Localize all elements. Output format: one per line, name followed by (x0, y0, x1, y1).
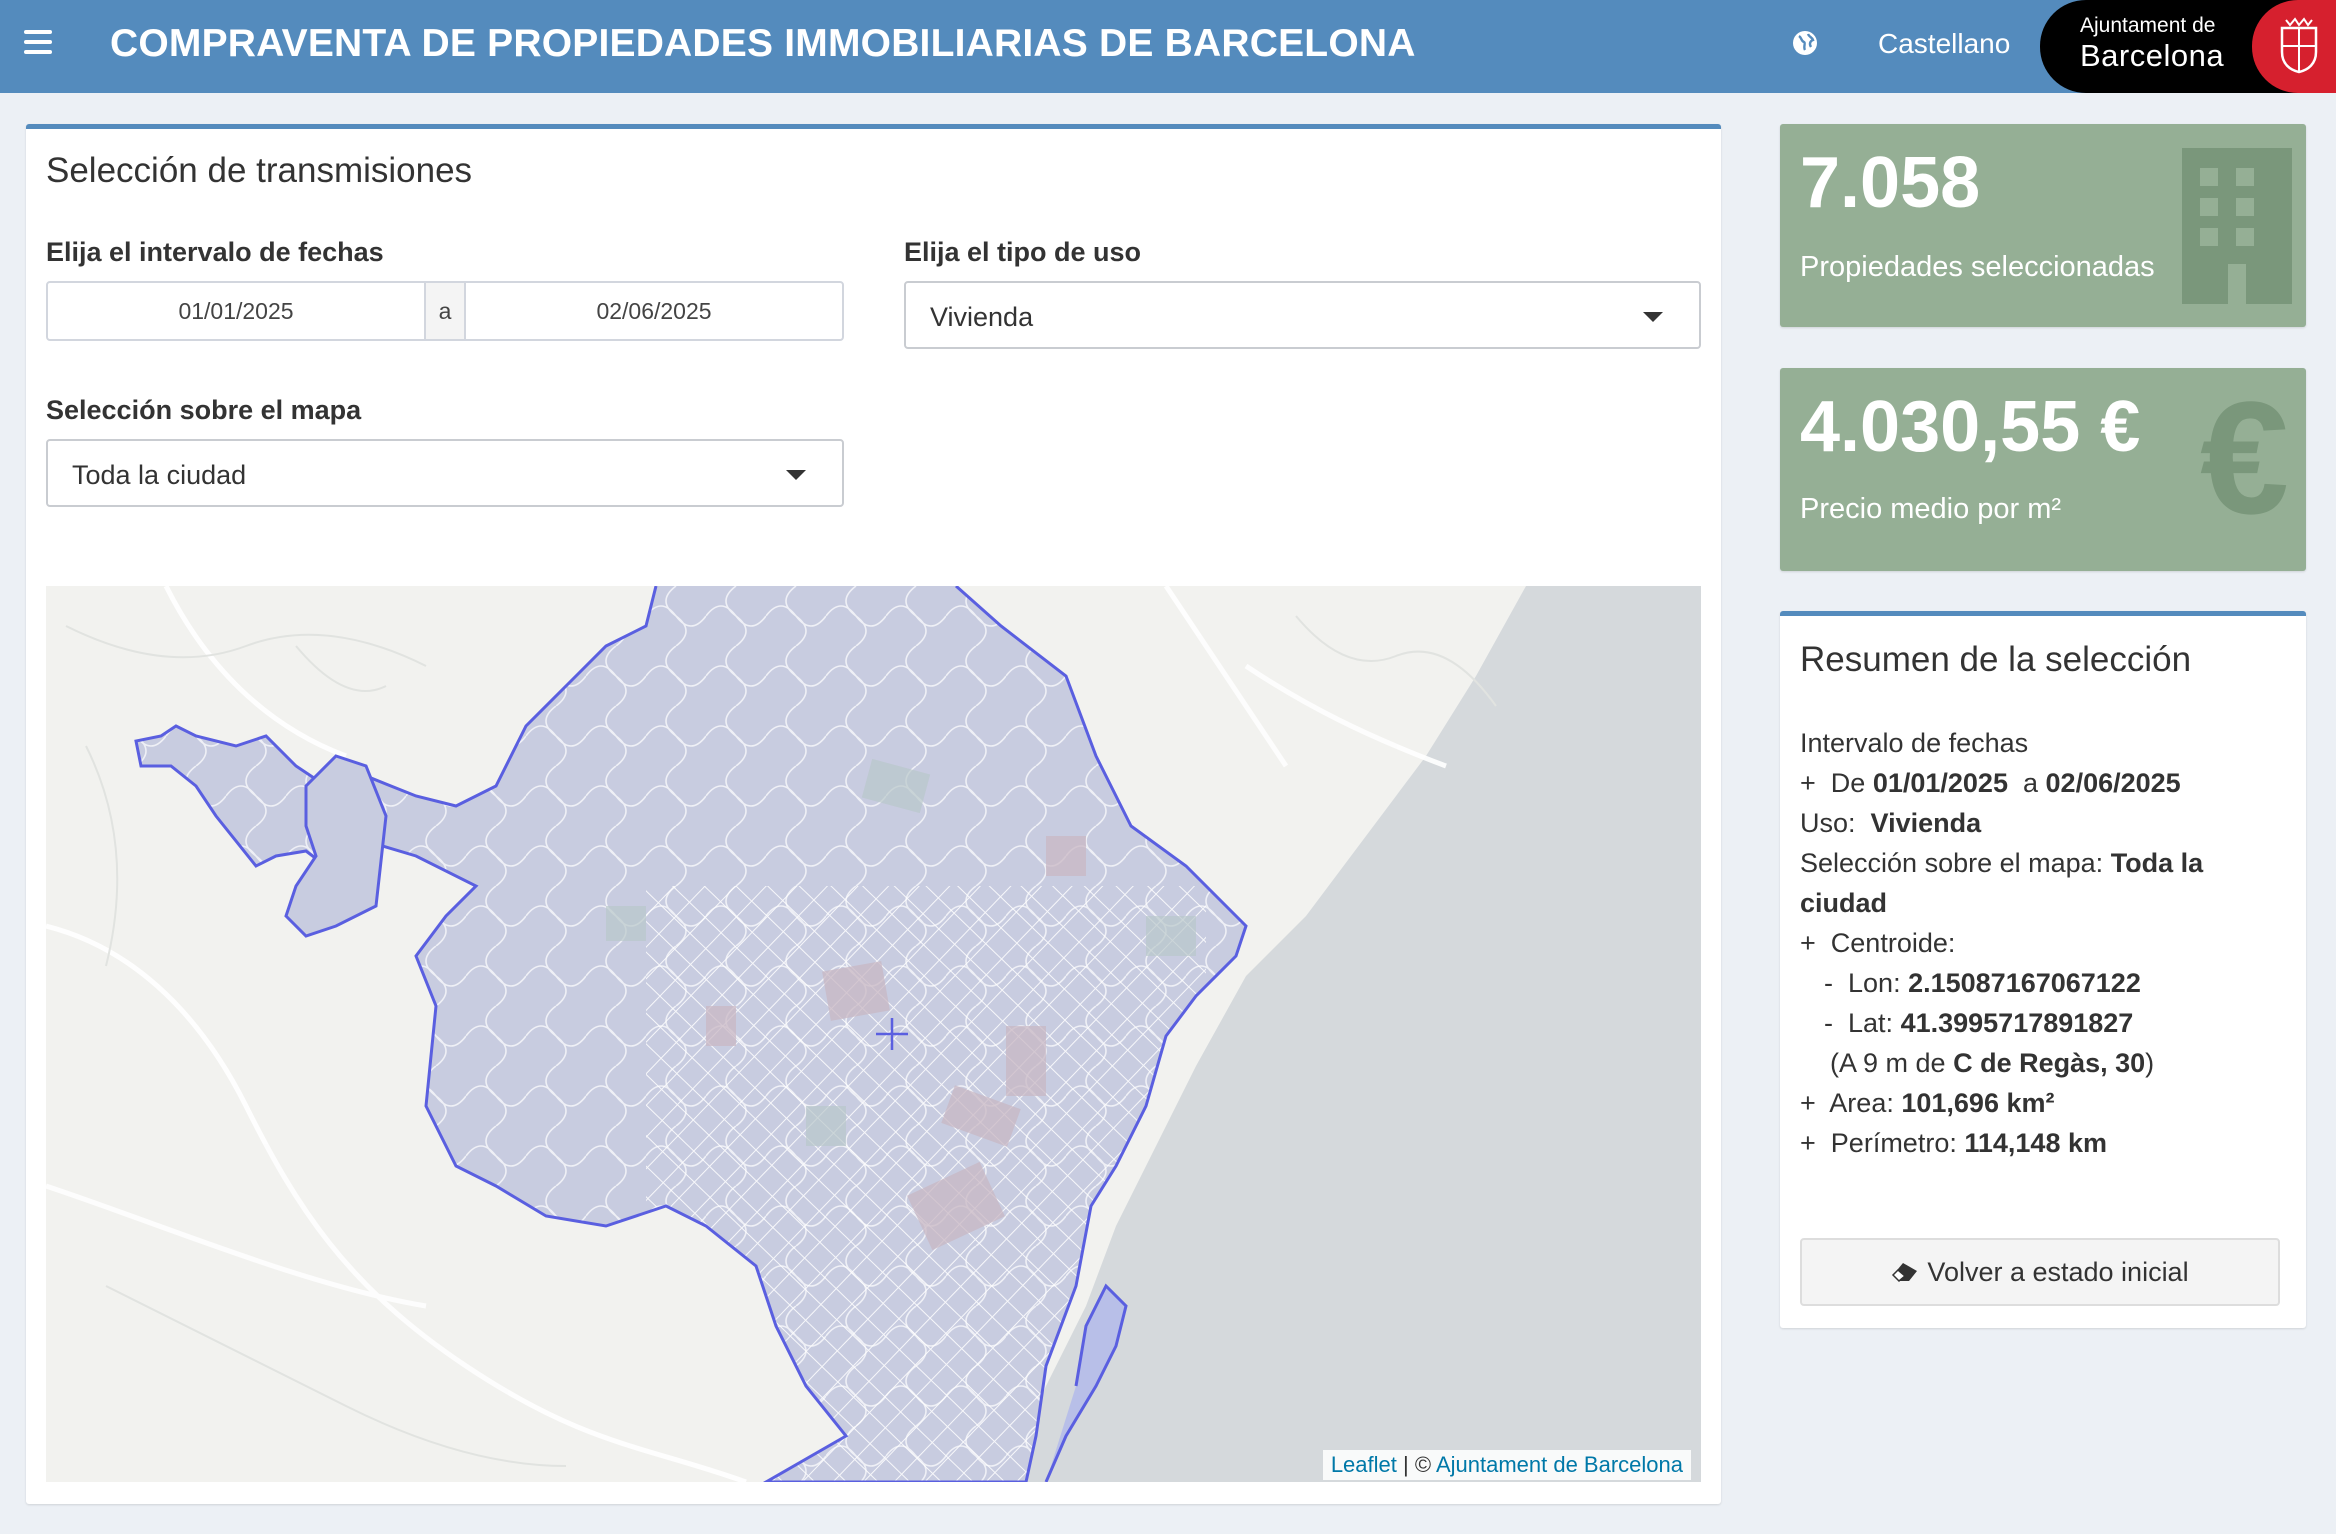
date-range-label: Elija el intervalo de fechas (46, 237, 384, 267)
minus-marker: - (1824, 1008, 1833, 1038)
lon-value: 2.15087167067122 (1908, 968, 2141, 998)
properties-count-label: Propiedades seleccionadas (1800, 251, 2155, 283)
uso-row: Uso: Vivienda (1800, 803, 2290, 843)
uso-label: Uso: (1800, 808, 1856, 838)
near-suffix: ) (2145, 1048, 2155, 1078)
plus-marker: + (1800, 1128, 1816, 1158)
perimeter-row: + Perímetro: 114,148 km (1800, 1123, 2290, 1163)
attribution-separator: | © (1396, 1452, 1436, 1477)
map-selection-value: Toda la ciudad (72, 460, 247, 490)
perimeter-value: 114,148 km (1964, 1128, 2107, 1158)
plus-marker: + (1800, 928, 1816, 958)
average-price-label: Precio medio por m² (1800, 493, 2062, 525)
map-view[interactable]: Leaflet | © Ajuntament de Barcelona (46, 586, 1701, 1482)
area-label: Area: (1829, 1088, 1894, 1118)
map-selection-select[interactable]: Toda la ciudad (46, 439, 844, 507)
date-from-input[interactable]: 01/01/2025 (178, 297, 294, 324)
map-canvas[interactable] (46, 586, 1701, 1482)
use-type-select[interactable]: Vivienda (904, 281, 1701, 349)
summary-title: Resumen de la selección (1800, 640, 2192, 679)
leaflet-link[interactable]: Leaflet (1330, 1452, 1397, 1477)
logo-line-1: Ajuntament de (2080, 14, 2216, 37)
centroid-label: Centroide: (1830, 928, 1956, 958)
map-selection-row: Selección sobre el mapa: Toda la ciudad (1800, 843, 2290, 923)
date-separator: a (424, 283, 466, 339)
lon-label: Lon: (1848, 968, 1901, 998)
chevron-down-icon (786, 470, 806, 480)
barcelona-shield-icon (2252, 0, 2336, 93)
date-range-input: 01/01/2025 a 02/06/2025 (46, 281, 844, 341)
use-type-value: Vivienda (930, 302, 1034, 332)
ajuntament-logo: Ajuntament de Barcelona (2040, 0, 2336, 93)
selection-summary-panel: Resumen de la selección Intervalo de fec… (1780, 611, 2306, 1328)
eraser-icon (1892, 1263, 1918, 1283)
language-selector[interactable]: Castellano (1878, 28, 2011, 59)
summary-date-from: 01/01/2025 (1872, 768, 2008, 798)
average-price-value: 4.030,55 € (1800, 387, 2141, 467)
chevron-down-icon (1643, 312, 1663, 322)
summary-date-to: 02/06/2025 (2045, 768, 2181, 798)
lon-row: - Lon: 2.15087167067122 (1800, 963, 2290, 1003)
globe-icon[interactable] (1790, 28, 1820, 58)
euro-icon: € (2200, 368, 2289, 547)
app-title: COMPRAVENTA DE PROPIEDADES IMMOBILIARIAS… (110, 22, 1416, 65)
lat-value: 41.3995717891827 (1900, 1008, 2134, 1038)
average-price-box: € 4.030,55 € Precio medio por m² (1780, 368, 2306, 571)
logo-line-2: Barcelona (2080, 38, 2225, 73)
properties-count-box: 7.058 Propiedades seleccionadas (1780, 124, 2306, 327)
ajuntament-link[interactable]: Ajuntament de Barcelona (1435, 1452, 1683, 1477)
near-prefix: (A 9 m de (1830, 1048, 1946, 1078)
area-row: + Area: 101,696 km² (1800, 1083, 2290, 1123)
use-type-label: Elija el tipo de uso (904, 237, 1142, 267)
top-bar: COMPRAVENTA DE PROPIEDADES IMMOBILIARIAS… (0, 0, 2336, 93)
reset-button-label: Volver a estado inicial (1927, 1256, 2189, 1287)
panel-title: Selección de transmisiones (46, 151, 473, 190)
a-label: a (2022, 768, 2039, 798)
interval-label: Intervalo de fechas (1800, 728, 2029, 758)
plus-marker: + (1800, 1088, 1816, 1118)
de-label: De (1830, 768, 1866, 798)
date-to-input[interactable]: 02/06/2025 (596, 297, 712, 324)
centroid-row: + Centroide: (1800, 923, 2290, 963)
perimeter-label: Perímetro: (1830, 1128, 1957, 1158)
map-selection-label: Selección sobre el mapa (46, 395, 362, 425)
centroid-marker-icon (876, 1018, 908, 1050)
reset-button[interactable]: Volver a estado inicial (1800, 1238, 2280, 1306)
plus-marker: + (1800, 768, 1816, 798)
summary-body: Intervalo de fechas + De 01/01/2025 a 02… (1800, 723, 2290, 1163)
near-street: C de Regàs, 30 (1953, 1048, 2146, 1078)
lat-label: Lat: (1848, 1008, 1894, 1038)
nearest-address-row: (A 9 m de C de Regàs, 30) (1800, 1043, 2290, 1083)
properties-count-value: 7.058 (1800, 143, 1981, 223)
map-selection-summary-label: Selección sobre el mapa: (1800, 848, 2104, 878)
map-selection-summary-value: Toda la ciudad (1800, 848, 2204, 918)
hamburger-icon[interactable] (24, 30, 52, 56)
area-value: 101,696 km² (1901, 1088, 2055, 1118)
map-attribution: Leaflet | © Ajuntament de Barcelona (1322, 1450, 1691, 1480)
selection-panel: Selección de transmisiones Elija el inte… (26, 124, 1721, 1504)
minus-marker: - (1824, 968, 1833, 998)
lat-row: - Lat: 41.3995717891827 (1800, 1003, 2290, 1043)
interval-row: + De 01/01/2025 a 02/06/2025 (1800, 763, 2290, 803)
building-icon (2182, 148, 2292, 304)
uso-value: Vivienda (1870, 808, 1982, 838)
